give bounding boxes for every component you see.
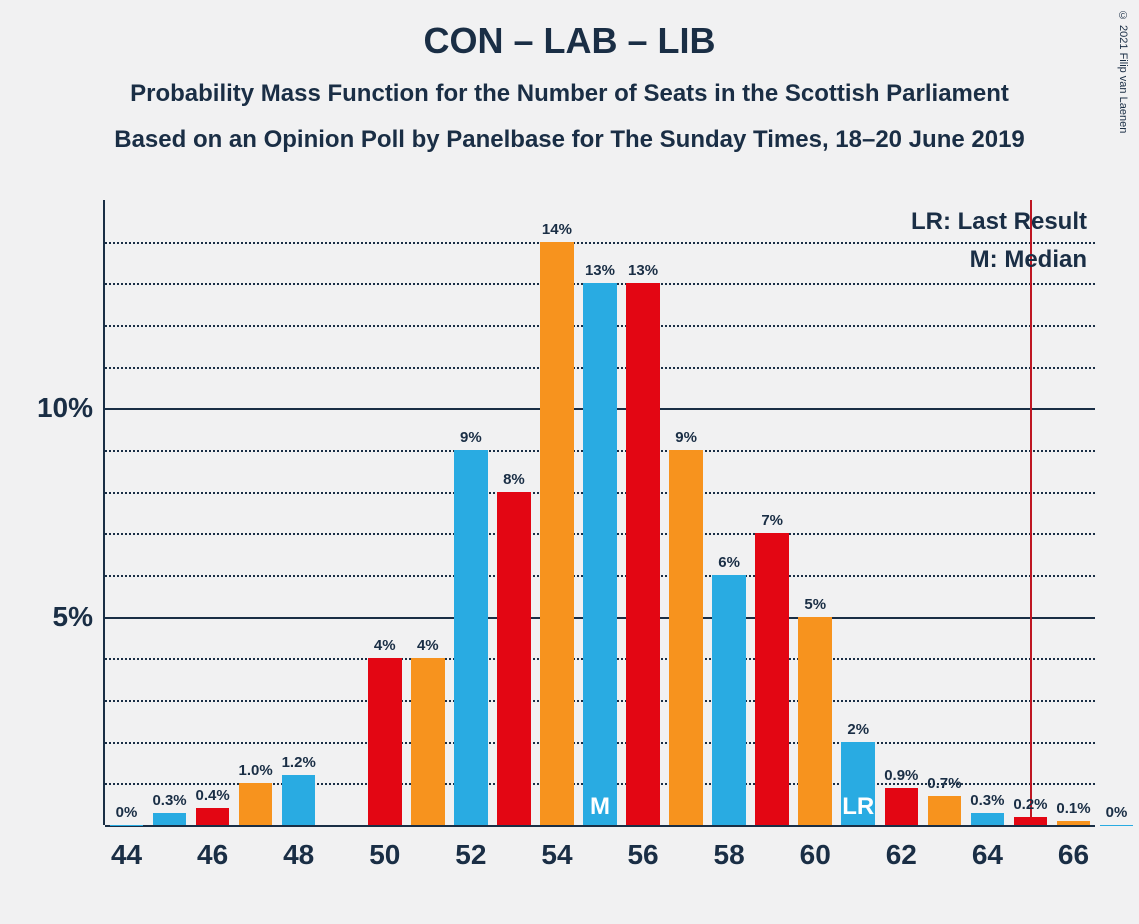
bar-value-label: 9% <box>675 429 697 450</box>
bar-value-label: 0.4% <box>195 787 229 808</box>
bar-value-label: 4% <box>374 637 396 658</box>
chart-subtitle-2: Based on an Opinion Poll by Panelbase fo… <box>0 126 1139 154</box>
xtick-label: 50 <box>369 825 400 871</box>
bar-value-label: 2% <box>847 721 869 742</box>
bar: 14% <box>540 242 574 825</box>
ytick-label: 10% <box>37 392 105 424</box>
bar-value-label: 0% <box>116 804 138 825</box>
bar-value-label: 13% <box>585 262 615 283</box>
plot-area: 5%10%4446485052545658606264660%0.3%0.4%1… <box>105 200 1095 825</box>
legend-item: LR: Last Result <box>911 208 1087 236</box>
bar-inner-label: LR <box>842 793 874 821</box>
chart-subtitle-1: Probability Mass Function for the Number… <box>0 80 1139 108</box>
xtick-label: 46 <box>197 825 228 871</box>
xtick-label: 48 <box>283 825 314 871</box>
y-axis-line <box>103 200 105 825</box>
bar-value-label: 4% <box>417 637 439 658</box>
xtick-label: 60 <box>800 825 831 871</box>
bar-value-label: 14% <box>542 221 572 242</box>
bar: 13% <box>626 283 660 825</box>
bar-value-label: 5% <box>804 596 826 617</box>
legend-item: M: Median <box>970 246 1087 274</box>
xtick-label: 62 <box>886 825 917 871</box>
bar: 0.2% <box>1014 817 1048 825</box>
bar: 4% <box>411 658 445 825</box>
bar: 0.7% <box>928 796 962 825</box>
bar: 13%M <box>583 283 617 825</box>
xtick-label: 56 <box>627 825 658 871</box>
bar: 0.9% <box>885 788 919 826</box>
bar: 0.1% <box>1057 821 1091 825</box>
bar: 0% <box>1100 825 1134 826</box>
bar: 4% <box>368 658 402 825</box>
bar-value-label: 0.1% <box>1056 800 1090 821</box>
bar-value-label: 0.7% <box>927 775 961 796</box>
bar: 5% <box>798 617 832 825</box>
xtick-label: 54 <box>541 825 572 871</box>
bar: 1.0% <box>239 783 273 825</box>
chart-container: CON – LAB – LIB Probability Mass Functio… <box>0 0 1139 924</box>
bar: 0.3% <box>153 813 187 826</box>
bar-value-label: 9% <box>460 429 482 450</box>
bar: 1.2% <box>282 775 316 825</box>
chart-title: CON – LAB – LIB <box>0 20 1139 62</box>
bar: 6% <box>712 575 746 825</box>
bar-value-label: 0.3% <box>152 792 186 813</box>
last-result-line <box>1030 200 1032 825</box>
gridline-minor <box>105 242 1095 244</box>
bar: 9% <box>669 450 703 825</box>
xtick-label: 64 <box>972 825 1003 871</box>
bar: 7% <box>755 533 789 825</box>
bar-inner-label: M <box>590 793 610 821</box>
bar-value-label: 0.9% <box>884 767 918 788</box>
bar-value-label: 6% <box>718 554 740 575</box>
ytick-label: 5% <box>53 601 105 633</box>
bar-value-label: 0.2% <box>1013 796 1047 817</box>
bar-value-label: 0% <box>1106 804 1128 825</box>
x-axis-line <box>105 825 1095 827</box>
bar-value-label: 7% <box>761 512 783 533</box>
bar: 0.4% <box>196 808 230 825</box>
bar: 9% <box>454 450 488 825</box>
xtick-label: 66 <box>1058 825 1089 871</box>
bar: 8% <box>497 492 531 825</box>
bar: 0% <box>110 825 144 826</box>
xtick-label: 44 <box>111 825 142 871</box>
bar-value-label: 0.3% <box>970 792 1004 813</box>
xtick-label: 52 <box>455 825 486 871</box>
bar: 2%LR <box>841 742 875 825</box>
xtick-label: 58 <box>714 825 745 871</box>
bar-value-label: 8% <box>503 471 525 492</box>
credit-text: © 2021 Filip van Laenen <box>1117 10 1129 133</box>
bar: 0.3% <box>971 813 1005 826</box>
bar-value-label: 1.0% <box>239 762 273 783</box>
bar-value-label: 1.2% <box>282 754 316 775</box>
bar-value-label: 13% <box>628 262 658 283</box>
